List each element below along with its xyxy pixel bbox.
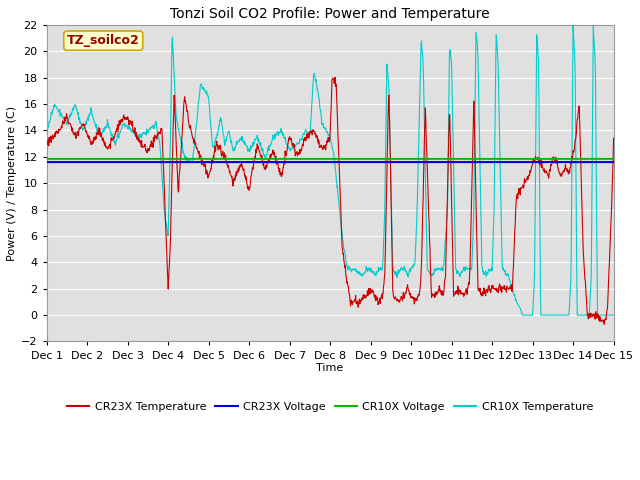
X-axis label: Time: Time — [316, 363, 344, 373]
Text: TZ_soilco2: TZ_soilco2 — [67, 34, 140, 47]
Legend: CR23X Temperature, CR23X Voltage, CR10X Voltage, CR10X Temperature: CR23X Temperature, CR23X Voltage, CR10X … — [63, 398, 597, 417]
Title: Tonzi Soil CO2 Profile: Power and Temperature: Tonzi Soil CO2 Profile: Power and Temper… — [170, 7, 490, 21]
Y-axis label: Power (V) / Temperature (C): Power (V) / Temperature (C) — [7, 106, 17, 261]
